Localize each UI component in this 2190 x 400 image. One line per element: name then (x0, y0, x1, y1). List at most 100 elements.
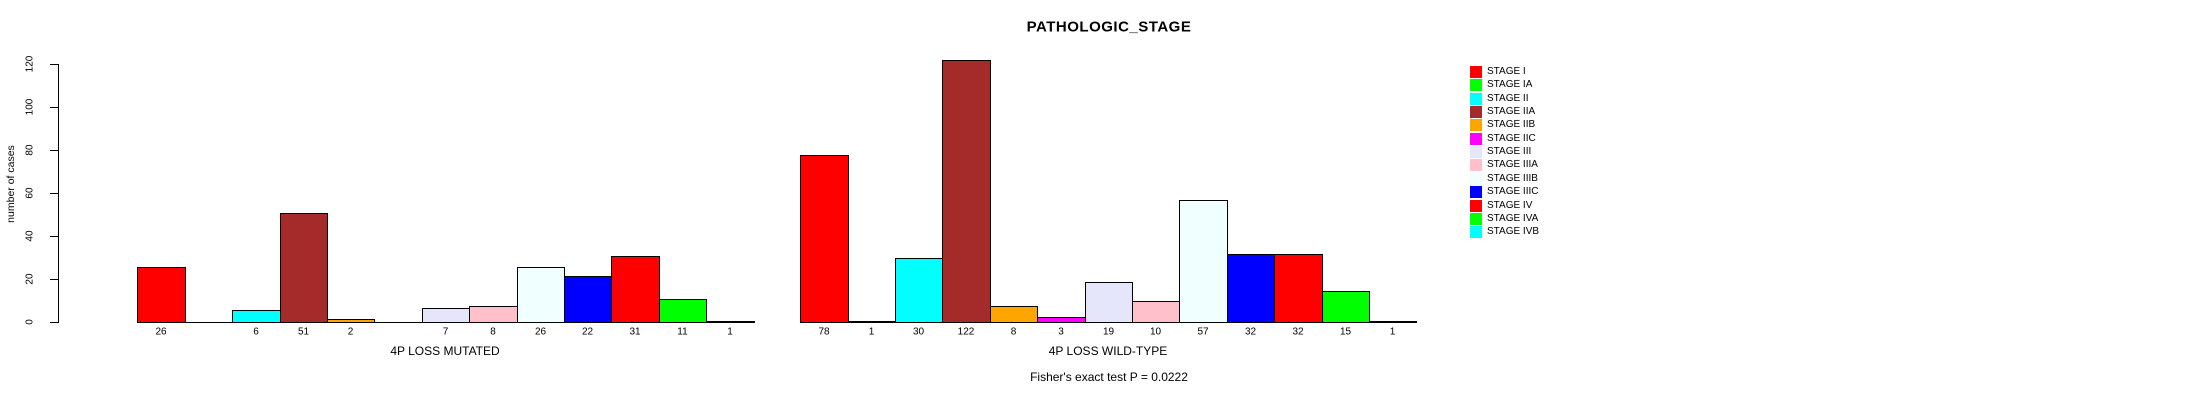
x-axis-group-label: 4P LOSS WILD-TYPE (1048, 344, 1168, 358)
bar-value-label: 11 (677, 326, 688, 338)
bar-value-label: 3 (1058, 326, 1064, 338)
bar-stage-iic (1037, 317, 1086, 323)
bar-stage-iiia (1132, 301, 1180, 323)
y-axis-tick-label: 0 (24, 319, 36, 325)
bar-stage-ii (895, 258, 943, 323)
legend-item-label: STAGE IIIC (1487, 186, 1539, 197)
bar-value-label: 51 (297, 326, 310, 338)
legend-color-swatch (1470, 93, 1482, 105)
fisher-test-annotation: Fisher's exact test P = 0.0222 (1030, 370, 1188, 384)
y-axis-tick (50, 236, 58, 237)
legend-item-label: STAGE IIB (1487, 119, 1536, 130)
bar-value-label: 10 (1149, 326, 1162, 338)
legend-item-label: STAGE IIA (1487, 106, 1536, 117)
bar-value-label: 1 (727, 326, 733, 338)
y-axis-tick (50, 322, 58, 323)
legend-color-swatch (1470, 106, 1482, 118)
legend-item-label: STAGE IA (1487, 79, 1533, 90)
legend-color-swatch (1470, 119, 1482, 131)
legend-item-label: STAGE IVB (1487, 226, 1540, 237)
bar-stage-i (800, 155, 849, 323)
bar-value-label: 32 (1292, 326, 1304, 338)
legend-item: STAGE IV (1470, 200, 1532, 212)
legend-item: STAGE IIB (1470, 119, 1535, 131)
bar-value-label: 15 (1339, 326, 1352, 338)
y-axis-tick-label: 120 (24, 55, 36, 73)
y-axis-title: number of cases (5, 145, 17, 223)
bar-stage-i (137, 267, 186, 323)
bar-stage-ia (848, 321, 896, 323)
bar-value-label: 57 (1197, 326, 1209, 338)
bar-stage-iv (1274, 254, 1323, 323)
legend-color-swatch (1470, 159, 1482, 171)
legend-color-swatch (1470, 173, 1482, 185)
bar-stage-iiib (1179, 200, 1228, 323)
legend-item-label: STAGE IIIB (1487, 173, 1538, 184)
y-axis-tick (50, 64, 58, 65)
bar-value-label: 2 (347, 326, 354, 338)
y-axis-tick-label: 60 (24, 187, 36, 199)
legend-item: STAGE I (1470, 66, 1526, 78)
y-axis-tick (50, 150, 58, 151)
bar-value-label: 1 (1389, 326, 1396, 338)
bar-value-label: 6 (253, 326, 259, 338)
y-axis-line (58, 63, 59, 323)
legend-item-label: STAGE IV (1487, 200, 1533, 211)
bar-stage-iiia (469, 306, 518, 323)
bar-value-label: 22 (581, 326, 594, 338)
legend-item: STAGE IA (1470, 79, 1532, 91)
legend-color-swatch (1470, 146, 1482, 158)
bar-stage-iiib (517, 267, 565, 323)
legend-item: STAGE III (1470, 146, 1531, 158)
bar-stage-iia (942, 60, 991, 323)
bar-value-label: 8 (1010, 326, 1017, 338)
y-axis-tick-label: 100 (24, 98, 36, 116)
legend-item-label: STAGE IVA (1487, 213, 1539, 224)
legend-item: STAGE IVB (1470, 226, 1539, 238)
y-axis-tick-label: 20 (24, 273, 36, 285)
legend-item-label: STAGE I (1487, 66, 1526, 77)
chart-title: PATHOLOGIC_STAGE (1026, 18, 1192, 36)
legend-item: STAGE IIC (1470, 133, 1536, 145)
bar-value-label: 7 (442, 326, 449, 338)
bar-stage-ivb (706, 321, 755, 323)
legend-item: STAGE IIIC (1470, 186, 1539, 198)
legend-item: STAGE IIIA (1470, 159, 1538, 171)
bar-value-label: 19 (1102, 326, 1115, 338)
bar-stage-iiic (1227, 254, 1275, 323)
bar-stage-ivb (1369, 321, 1417, 323)
legend-item: STAGE IIIB (1470, 173, 1538, 185)
legend-item-label: STAGE IIIA (1487, 159, 1538, 170)
bar-value-label: 1 (868, 326, 875, 338)
legend-color-swatch (1470, 186, 1482, 198)
legend-item: STAGE II (1470, 93, 1529, 105)
legend-color-swatch (1470, 133, 1482, 145)
legend-color-swatch (1470, 213, 1482, 225)
bar-stage-iib (327, 319, 375, 323)
zero-count-baseline (374, 322, 423, 323)
legend-item-label: STAGE II (1487, 93, 1529, 104)
x-axis-group-label: 4P LOSS MUTATED (390, 344, 500, 358)
bar-stage-iia (280, 213, 328, 323)
bar-value-label: 122 (957, 326, 975, 338)
legend-item: STAGE IIA (1470, 106, 1535, 118)
bar-stage-iv (611, 256, 660, 323)
y-axis-tick-label: 40 (24, 230, 36, 242)
legend-color-swatch (1470, 66, 1482, 78)
bar-value-label: 32 (1244, 326, 1257, 338)
bar-value-label: 26 (534, 326, 547, 338)
bar-value-label: 26 (155, 326, 167, 338)
bar-stage-iib (990, 306, 1038, 323)
legend-color-swatch (1470, 200, 1482, 212)
legend-item: STAGE IVA (1470, 213, 1538, 225)
bar-stage-iva (659, 299, 707, 323)
bar-value-label: 31 (629, 326, 641, 338)
legend-color-swatch (1470, 226, 1482, 238)
y-axis-tick (50, 193, 58, 194)
bar-stage-iiic (564, 276, 612, 323)
bar-stage-ii (232, 310, 281, 323)
bar-value-label: 30 (912, 326, 925, 338)
legend-color-swatch (1470, 79, 1482, 91)
zero-count-baseline (185, 322, 233, 323)
bar-stage-iva (1322, 291, 1370, 323)
